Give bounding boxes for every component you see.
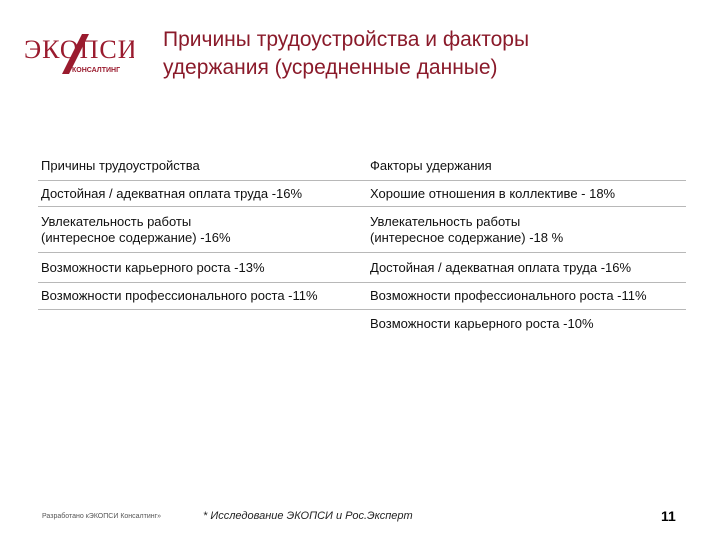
table-header: Причины трудоустройства Факторы удержани…	[38, 158, 686, 181]
row2-left-line2: (интересное содержание) -16%	[41, 229, 231, 245]
header-employment-reasons: Причины трудоустройства	[41, 158, 200, 173]
page-title: Причины трудоустройства и факторы удержа…	[163, 26, 683, 82]
row1-left: Достойная / адекватная оплата труда -16%	[41, 185, 303, 201]
row4-right: Возможности профессионального роста -11%	[370, 288, 647, 303]
table-row: Возможности профессионального роста -11%…	[38, 283, 686, 310]
row2-left: Увлекательность работы (интересное содер…	[38, 214, 367, 246]
row4-left: Возможности профессионального роста -11%	[41, 288, 318, 303]
ekopsi-logo-icon: ЭКОПСИ КОНСАЛТИНГ	[24, 34, 137, 74]
row1-right: Хорошие отношения в коллективе - 18%	[370, 185, 616, 201]
table-row: Возможности карьерного роста -13% Достой…	[38, 253, 686, 283]
row3-left: Возможности карьерного роста -13%	[41, 259, 265, 275]
row2-right-line1: Увлекательность работы	[370, 213, 521, 229]
title-line-1: Причины трудоустройства и факторы	[163, 28, 530, 51]
table-row: Достойная / адекватная оплата труда -16%…	[38, 181, 686, 207]
title-line-2: удержания (усредненные данные)	[163, 56, 498, 79]
row5-right: Возможности карьерного роста -10%	[370, 316, 594, 331]
row2-right: Увлекательность работы (интересное содер…	[367, 214, 686, 246]
row3-right: Достойная / адекватная оплата труда -16%	[370, 259, 632, 275]
developed-by-note: Разработано кЭКОПСИ Консалтинг»	[42, 513, 162, 520]
company-logo: ЭКОПСИ КОНСАЛТИНГ	[22, 30, 137, 78]
table-row: Возможности карьерного роста -10%	[38, 310, 686, 338]
retention-table: Причины трудоустройства Факторы удержани…	[38, 158, 686, 338]
page-number: 11	[661, 508, 676, 524]
header-retention-factors: Факторы удержания	[370, 158, 492, 173]
logo-sub-text: КОНСАЛТИНГ	[72, 67, 120, 74]
source-footnote: * Исследование ЭКОПСИ и Рос.Эксперт	[203, 510, 413, 522]
table-row: Увлекательность работы (интересное содер…	[38, 207, 686, 253]
row2-right-line2: (интересное содержание) -18 %	[370, 229, 564, 245]
row2-left-line1: Увлекательность работы	[41, 213, 192, 229]
